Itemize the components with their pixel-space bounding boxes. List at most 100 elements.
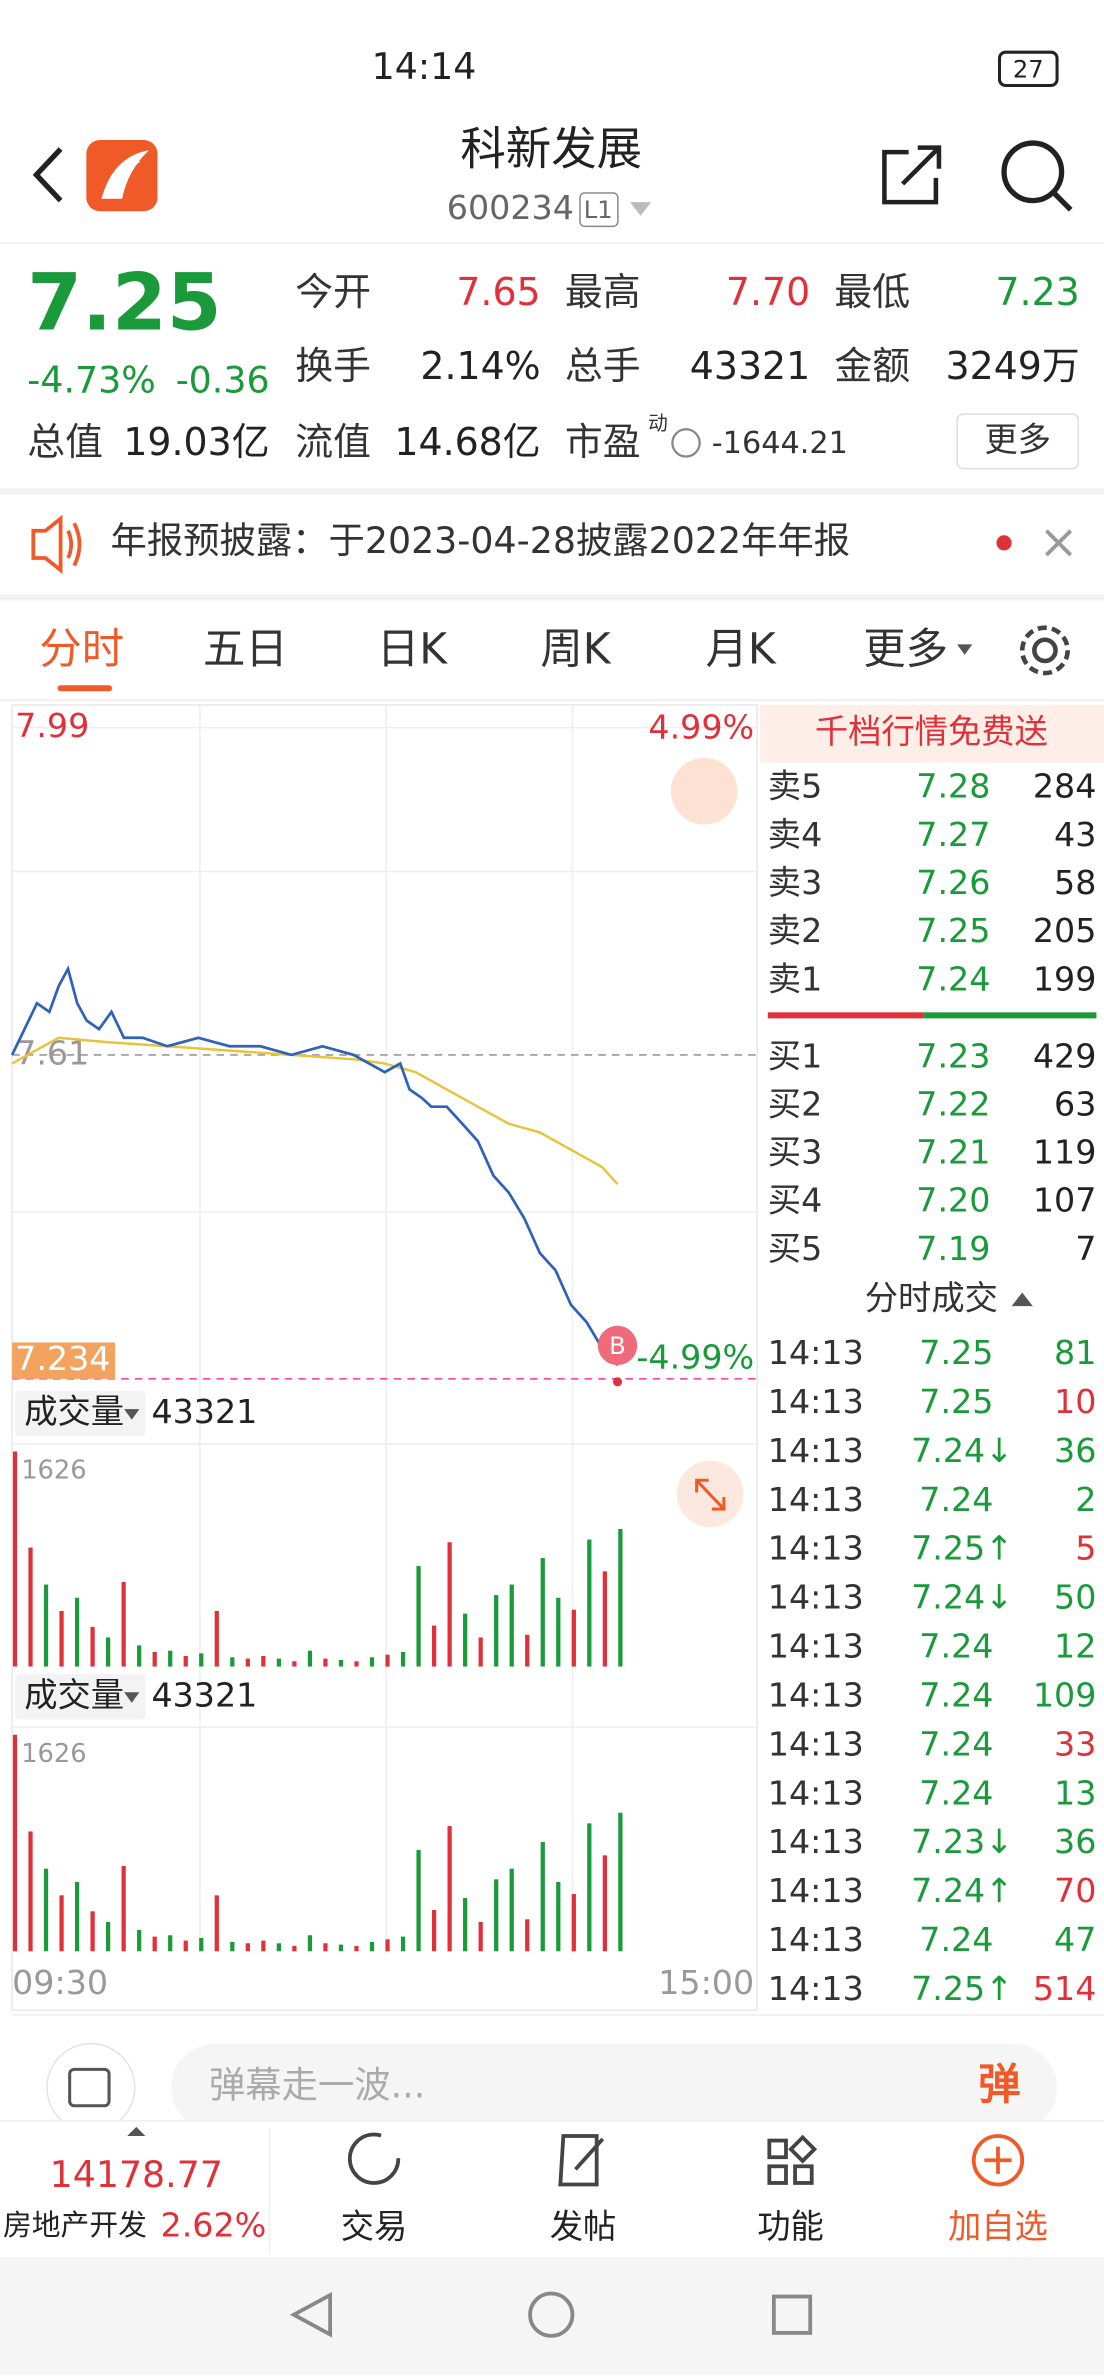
book-price: 7.26: [916, 863, 990, 902]
book-price: 7.24: [916, 959, 990, 998]
volume-bar: [199, 1937, 204, 1952]
nav-item[interactable]: 功能: [757, 2207, 824, 2246]
volume-bar: [556, 1882, 561, 1952]
danmu-button[interactable]: 弹: [978, 2060, 1020, 2109]
field-label: 换手: [295, 344, 371, 388]
search-button[interactable]: [1001, 140, 1073, 212]
share-button[interactable]: [882, 145, 942, 205]
notice-text: 年报预披露：于2023-04-28披露2022年年报: [111, 519, 851, 562]
volume-bar: [106, 1921, 111, 1952]
system-recent[interactable]: [771, 2294, 813, 2335]
book-price: 7.19: [916, 1229, 990, 1268]
nav-item[interactable]: 加自选: [948, 2207, 1048, 2246]
time-label: 15:00: [658, 1963, 754, 2002]
more-button[interactable]: [956, 413, 1080, 470]
volume-bar: [121, 1581, 126, 1667]
trade-volume: 109: [1033, 1675, 1097, 1714]
book-price: 7.21: [916, 1133, 990, 1172]
tab[interactable]: 分时: [39, 624, 124, 673]
trade-price: 7.25: [919, 1382, 993, 1421]
pe-value: -1644.21: [712, 426, 848, 461]
volume-bar: [261, 1940, 266, 1952]
volume-bar: [447, 1826, 452, 1952]
tab[interactable]: 更多: [863, 624, 948, 673]
volume-bar: [525, 1919, 530, 1952]
book-price: 7.28: [916, 767, 990, 806]
trade-price: 7.24: [919, 1480, 993, 1519]
volume-bar: [292, 1661, 297, 1667]
book-volume: 429: [1033, 1036, 1097, 1075]
volume-bar: [571, 1893, 576, 1952]
time-label: 09:30: [12, 1963, 108, 2002]
volume-dropdown: [124, 1692, 140, 1703]
trade-time: 14:13: [768, 1724, 864, 1763]
tab[interactable]: 日K: [377, 624, 448, 673]
last-point: [612, 1377, 623, 1387]
index-value: 14178.77: [50, 2153, 223, 2196]
bid-bar: [923, 1012, 1097, 1019]
nav-item[interactable]: 交易: [341, 2207, 408, 2246]
pe-superscript: 动: [648, 412, 668, 435]
volume-bar: [137, 1929, 142, 1952]
trade-time: 14:13: [768, 1333, 864, 1372]
volume-bar: [400, 1936, 406, 1952]
change-pct: -4.73%: [27, 358, 156, 401]
system-back[interactable]: [289, 2291, 333, 2338]
more-button-label[interactable]: 更多: [984, 420, 1051, 459]
pct-axis-label: 4.99%: [648, 708, 754, 747]
field-label: 今开: [295, 270, 371, 314]
volume-bar: [59, 1895, 64, 1952]
volume-label: 成交量: [24, 1675, 124, 1714]
volume-bar: [152, 1652, 157, 1667]
book-volume: 205: [1033, 911, 1097, 950]
volume-bar: [587, 1823, 592, 1952]
field-value: 19.03亿: [123, 420, 269, 464]
index-arrow: [127, 2126, 146, 2137]
volume-bar: [602, 1855, 607, 1952]
field-label: 流值: [295, 420, 371, 464]
comment-input[interactable]: [171, 2043, 1058, 2132]
nav-item[interactable]: 发帖: [550, 2207, 617, 2246]
system-home[interactable]: [528, 2291, 575, 2338]
trade-price: 7.24↑: [911, 1871, 1013, 1910]
volume-bar: [385, 1654, 390, 1667]
settings-button[interactable]: [1019, 625, 1070, 676]
volume-bar: [168, 1650, 173, 1667]
trade-time: 14:13: [768, 1431, 864, 1470]
volume-selector[interactable]: [15, 1390, 146, 1437]
trade-volume: 81: [1054, 1333, 1096, 1372]
volume-bar: [183, 1655, 188, 1667]
note-button[interactable]: [46, 2042, 136, 2133]
volume-bar: [90, 1911, 95, 1952]
tab[interactable]: 周K: [540, 624, 611, 673]
comment-placeholder[interactable]: 弹幕走一波...: [209, 2064, 425, 2107]
nav-icons: [347, 2132, 1025, 2187]
trade-volume: 50: [1054, 1578, 1096, 1617]
level-badge: [579, 192, 619, 228]
promo-text[interactable]: 千档行情免费送: [815, 712, 1048, 751]
promo-banner[interactable]: [760, 704, 1104, 763]
volume-bar: [245, 1658, 250, 1667]
book-price: 7.20: [916, 1181, 990, 1220]
volume-bar: [323, 1943, 328, 1952]
back-button[interactable]: [32, 147, 63, 203]
tab[interactable]: 月K: [705, 624, 776, 673]
volume-bar: [385, 1939, 390, 1952]
trade-time: 14:13: [768, 1578, 864, 1617]
stock-name: 科新发展: [460, 123, 642, 176]
book-level: 买4: [768, 1181, 822, 1220]
stock-code: 600234: [447, 188, 574, 227]
mascot[interactable]: [670, 757, 738, 825]
volume-selector[interactable]: [15, 1674, 146, 1720]
volume-bar: [214, 1895, 219, 1952]
change: -0.36: [176, 358, 270, 401]
buy-marker-label: B: [609, 1332, 626, 1360]
volume-bar: [43, 1868, 49, 1952]
tab[interactable]: 五日: [203, 624, 288, 673]
system-nav: [0, 2257, 1104, 2376]
close-button[interactable]: [1045, 529, 1073, 557]
trade-price: 7.25: [919, 1333, 993, 1372]
book-volume: 107: [1033, 1181, 1097, 1220]
volume-bar: [354, 1661, 359, 1667]
trade-volume: 5: [1075, 1529, 1096, 1568]
